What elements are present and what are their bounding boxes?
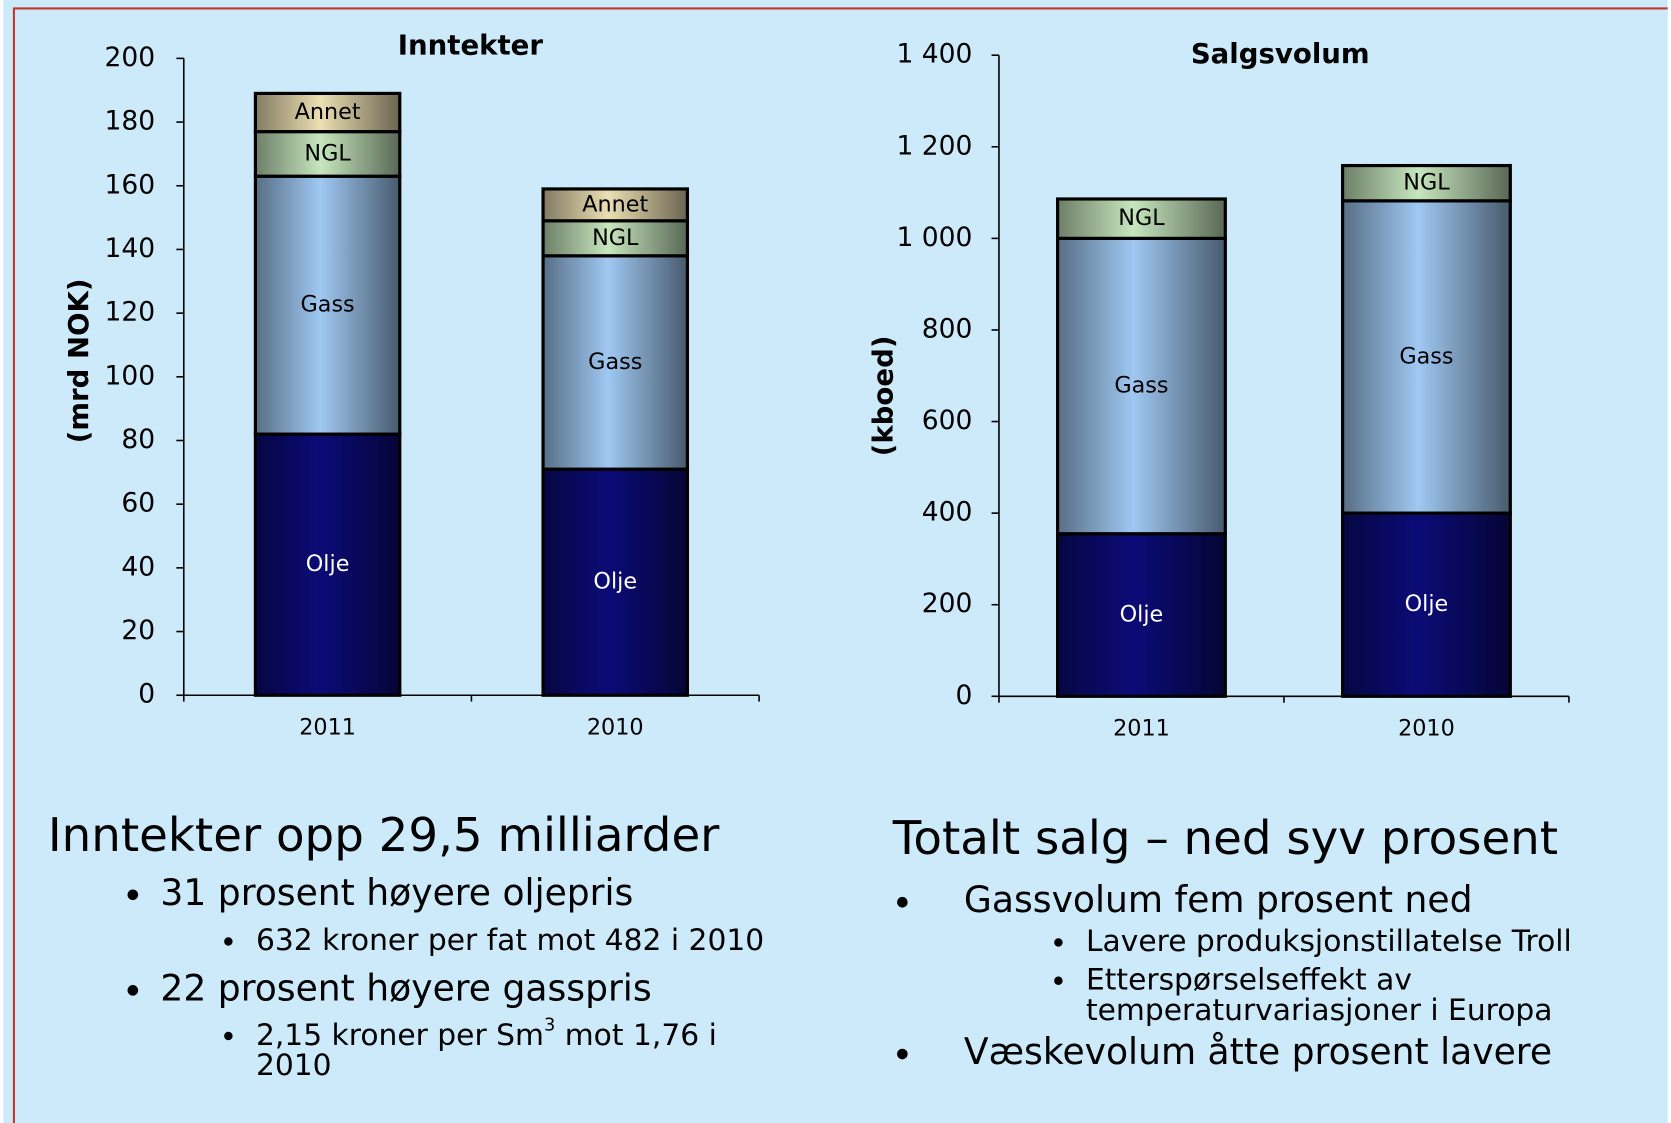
bullet-text: 2,15 kroner per Sm3 mot 1,76 i [256, 1014, 717, 1052]
bullet [1054, 938, 1063, 947]
segment-label: Gass [1399, 343, 1453, 369]
bullet-text: 632 kroner per fat mot 482 i 2010 [256, 923, 764, 958]
section-title: Inntekter opp 29,5 milliarder [48, 809, 720, 863]
bullet [897, 896, 908, 908]
bar-shade [1057, 238, 1226, 534]
y-tick-label: 800 [922, 313, 973, 344]
y-tick-label: 200 [922, 588, 973, 619]
bullet [224, 1031, 233, 1041]
text-part: mot 1,76 i [555, 1017, 717, 1052]
segment-label: Olje [306, 551, 350, 577]
bar-shade [1342, 200, 1511, 514]
superscript: 3 [544, 1014, 555, 1035]
segment-label: Gass [588, 349, 642, 375]
x-tick-label: 2010 [587, 715, 644, 741]
bar-shade [1057, 198, 1226, 239]
y-tick-label: 1 200 [897, 130, 973, 161]
bar-shade [1342, 165, 1511, 201]
bullet-text: Etterspørselseffekt av [1086, 962, 1412, 997]
chart-title: Inntekter [398, 29, 544, 62]
y-tick-label: 180 [104, 106, 155, 137]
segment-label: Olje [1120, 602, 1164, 628]
y-tick-label: 80 [121, 424, 155, 455]
y-tick-label: 200 [104, 42, 155, 73]
bullet-text: temperaturvariasjoner i Europa [1086, 993, 1553, 1028]
bar-shade [1057, 533, 1226, 697]
bullet-text: 2010 [256, 1048, 332, 1083]
y-tick-label: 160 [104, 169, 155, 200]
x-tick-label: 2011 [1113, 716, 1170, 742]
bar-shade [255, 131, 400, 177]
y-tick-label: 0 [956, 680, 973, 711]
y-tick-label: 20 [121, 615, 155, 646]
bar-shade [543, 255, 688, 470]
y-tick-label: 0 [138, 679, 155, 710]
segment-label: NGL [1403, 170, 1450, 196]
text-part: 2,15 kroner per Sm [256, 1017, 544, 1052]
y-tick-label: 1 400 [897, 39, 973, 70]
bullet-text: Lavere produksjonstillatelse Troll [1086, 924, 1572, 959]
bullet [897, 1048, 908, 1060]
y-tick-label: 60 [121, 488, 155, 519]
segment-label: Olje [593, 569, 637, 595]
bar-shade [543, 469, 688, 696]
bullet [1054, 976, 1063, 986]
bullet [224, 937, 233, 946]
segment-label: Olje [1405, 591, 1449, 617]
bar-shade [255, 434, 400, 696]
bar-shade [255, 93, 400, 132]
frame [12, 7, 1668, 1123]
chart-title: Salgsvolum [1191, 37, 1370, 70]
y-axis-label: (kboed) [866, 336, 899, 457]
y-tick-label: 400 [922, 497, 973, 528]
bullet-text: Væskevolum åtte prosent lavere [964, 1031, 1552, 1073]
segment-label: NGL [592, 225, 639, 251]
bullet-text: 31 prosent høyere oljepris [160, 872, 633, 914]
bar-shade [543, 220, 688, 256]
segment-label: Gass [1114, 373, 1168, 399]
bullet-text: Gassvolum fem prosent ned [964, 879, 1473, 921]
segment-label: Annet [582, 191, 648, 217]
y-tick-label: 100 [104, 360, 155, 391]
y-axis-label: (mrd NOK) [62, 278, 95, 443]
y-tick-label: 140 [104, 233, 155, 264]
segment-label: Annet [295, 99, 361, 125]
y-tick-label: 600 [922, 405, 973, 436]
y-tick-label: 40 [121, 551, 155, 582]
bar-shade [255, 176, 400, 435]
x-tick-label: 2011 [299, 715, 356, 741]
bullet [127, 985, 139, 996]
bullet-text: 22 prosent høyere gasspris [160, 967, 651, 1009]
segment-label: NGL [304, 140, 351, 166]
y-tick-label: 1 000 [897, 222, 973, 253]
section-title: Totalt salg – ned syv prosent [892, 812, 1558, 866]
bullet [127, 889, 139, 901]
segment-label: Gass [301, 292, 355, 318]
x-tick-label: 2010 [1398, 716, 1455, 742]
bar-shade [1342, 513, 1511, 697]
segment-label: NGL [1118, 205, 1165, 231]
y-tick-label: 120 [104, 297, 155, 328]
bar-shade [543, 188, 688, 221]
